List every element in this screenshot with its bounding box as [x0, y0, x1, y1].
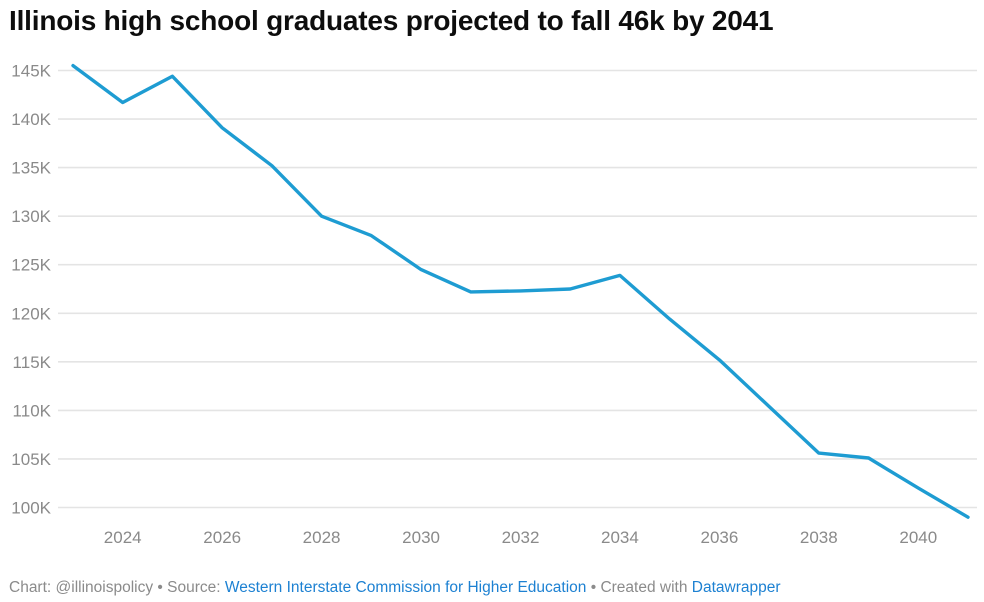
y-axis-tick-label: 145K: [11, 62, 51, 81]
y-axis-tick-label: 130K: [11, 207, 51, 226]
x-axis-tick-label: 2032: [502, 528, 540, 547]
y-axis-tick-label: 110K: [13, 401, 52, 420]
chart-footer: Chart: @illinoispolicy • Source: Western…: [9, 578, 781, 598]
x-axis-tick-label: 2030: [402, 528, 440, 547]
x-axis-tick-label: 2036: [700, 528, 738, 547]
footer-credit-text: Chart: @illinoispolicy • Source:: [9, 579, 225, 596]
x-axis-tick-label: 2038: [800, 528, 838, 547]
x-axis-tick-label: 2026: [203, 528, 241, 547]
x-axis-tick-label: 2028: [303, 528, 341, 547]
x-axis-tick-label: 2024: [104, 528, 142, 547]
source-link[interactable]: Western Interstate Commission for Higher…: [224, 579, 587, 596]
y-axis-tick-label: 115K: [13, 353, 52, 372]
graduates-line-series[interactable]: [71, 63, 970, 519]
y-axis-tick-label: 100K: [11, 499, 51, 518]
y-axis-tick-label: 135K: [11, 159, 51, 178]
x-axis-tick-label: 2040: [899, 528, 937, 547]
y-axis-tick-label: 125K: [11, 256, 51, 275]
datawrapper-link[interactable]: Datawrapper: [691, 579, 781, 596]
y-axis-tick-label: 105K: [11, 450, 51, 469]
chart-title: Illinois high school graduates projected…: [9, 5, 774, 36]
y-axis-tick-label: 140K: [11, 110, 51, 129]
y-axis-tick-label: 120K: [11, 304, 51, 323]
x-axis-tick-label: 2034: [601, 528, 639, 547]
footer-separator-text: • Created with: [586, 579, 692, 596]
line-chart-plot-area: 145K 140K 135K 130K 125K 120K 115K 110K 105K 100K…: [11, 62, 977, 547]
